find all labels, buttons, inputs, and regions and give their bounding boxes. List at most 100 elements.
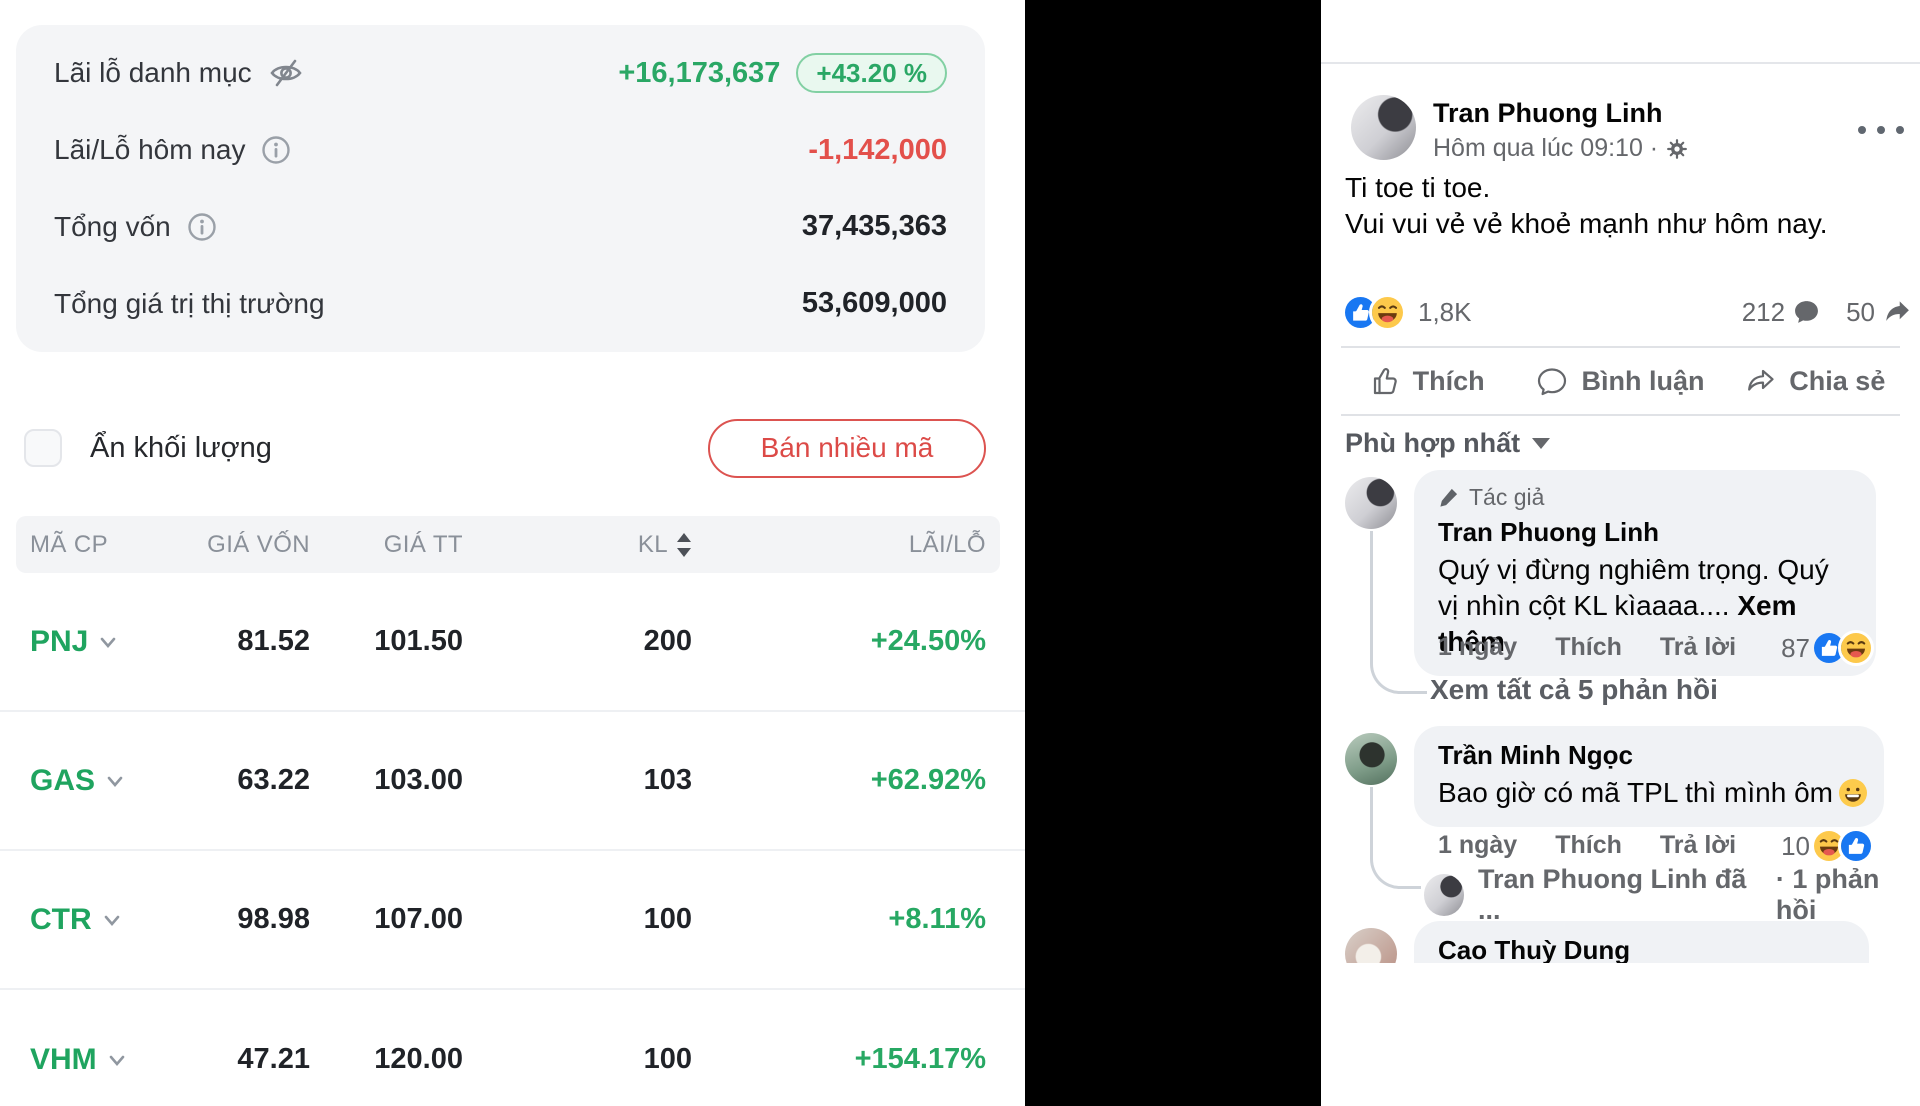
comment-author-name[interactable]: Tran Phuong Linh bbox=[1438, 517, 1659, 547]
info-icon[interactable] bbox=[187, 212, 217, 242]
pnl-percent: +154.17% bbox=[854, 1043, 986, 1075]
view-all-replies-link[interactable]: Xem tất cả 5 phản hồi bbox=[1430, 674, 1718, 705]
cost-price: 98.98 bbox=[237, 903, 310, 935]
header-volume[interactable]: KL bbox=[463, 531, 692, 559]
share-outline-icon bbox=[1744, 365, 1776, 397]
author-badge: Tác giả bbox=[1438, 484, 1852, 511]
market-price: 107.00 bbox=[374, 903, 463, 935]
table-row: CTR 98.98 107.00 100 +8.11% bbox=[0, 851, 1025, 990]
avatar[interactable] bbox=[1345, 477, 1397, 529]
ticker-cell[interactable]: VHM bbox=[30, 1043, 180, 1077]
see-more-link[interactable]: Xem thêm bbox=[1438, 590, 1797, 657]
total-capital-value: 37,435,363 bbox=[801, 210, 947, 243]
comment-count[interactable]: 212 bbox=[1741, 296, 1786, 327]
pnl-percent: +24.50% bbox=[870, 625, 986, 657]
pnl-percent-badge: +43.20 % bbox=[796, 53, 947, 94]
summary-row-total-capital: Tổng vốn 37,435,363 bbox=[54, 189, 947, 266]
comment-reaction-count[interactable]: 10 bbox=[1781, 828, 1874, 864]
ticker-cell[interactable]: GAS bbox=[30, 764, 180, 798]
today-pnl-label: Lãi/Lỗ hôm nay bbox=[54, 134, 246, 166]
portfolio-summary-card: Lãi lỗ danh mục +16,173,637 +43.20 % bbox=[16, 25, 985, 352]
volume: 103 bbox=[643, 764, 692, 796]
thread-line bbox=[1370, 531, 1427, 694]
comment-reply-link[interactable]: Trả lời bbox=[1659, 633, 1737, 661]
like-button[interactable]: Thích bbox=[1329, 352, 1523, 410]
facebook-clip: Tran Phuong Linh Hôm qua lúc 09:10 · Ti … bbox=[1321, 0, 1920, 963]
haha-reaction-icon[interactable] bbox=[1369, 293, 1406, 331]
total-pnl-label: Lãi lỗ danh mục bbox=[54, 57, 252, 89]
comment-author-name[interactable]: Cao Thuỳ Dung bbox=[1438, 935, 1631, 963]
table-row: GAS 63.22 103.00 103 +62.92% bbox=[0, 712, 1025, 851]
post-more-button[interactable] bbox=[1858, 126, 1904, 134]
share-count[interactable]: 50 bbox=[1846, 296, 1875, 327]
pnl-percent: +8.11% bbox=[888, 903, 986, 935]
avatar[interactable] bbox=[1345, 928, 1397, 963]
share-arrow-icon bbox=[1883, 298, 1912, 327]
reply-summary-text: Tran Phuong Linh đã ... bbox=[1477, 864, 1747, 925]
info-icon[interactable] bbox=[261, 135, 291, 165]
ticker-cell[interactable]: PNJ bbox=[30, 625, 180, 659]
facebook-panel: Tran Phuong Linh Hôm qua lúc 09:10 · Ti … bbox=[1321, 0, 1920, 1106]
summary-label: Lãi lỗ danh mục bbox=[54, 55, 304, 91]
reply-summary-row[interactable]: Tran Phuong Linh đã ... · 1 phản hồi bbox=[1424, 864, 1920, 926]
holdings-table: PNJ 81.52 101.50 200 +24.50% GAS bbox=[0, 573, 1025, 1106]
haha-reaction-icon bbox=[1814, 831, 1844, 861]
comment-reaction-count[interactable]: 87 bbox=[1781, 630, 1874, 666]
cost-price: 63.22 bbox=[237, 764, 310, 796]
table-row: PNJ 81.52 101.50 200 +24.50% bbox=[0, 573, 1025, 712]
post-author-name[interactable]: Tran Phuong Linh bbox=[1433, 98, 1663, 128]
thread-line bbox=[1370, 787, 1421, 889]
comment-like-link[interactable]: Thích bbox=[1555, 633, 1622, 661]
eye-off-icon[interactable] bbox=[268, 55, 304, 91]
comment-sort-selector[interactable]: Phù hợp nhất bbox=[1345, 428, 1551, 459]
summary-value: +16,173,637 +43.20 % bbox=[618, 53, 947, 94]
avatar[interactable] bbox=[1351, 95, 1416, 160]
holdings-table-header: MÃ CP GIÁ VỐN GIÁ TT KL LÃI/LỖ bbox=[16, 516, 1000, 573]
hide-volume-checkbox[interactable] bbox=[24, 429, 62, 467]
comment-text: Quý vị đừng nghiêm trọng. Quý vị nhìn cộ… bbox=[1438, 554, 1829, 657]
thumbs-up-icon bbox=[1368, 365, 1400, 397]
cost-price: 81.52 bbox=[237, 625, 310, 657]
divider bbox=[1341, 346, 1900, 348]
market-value-value: 53,609,000 bbox=[801, 287, 947, 320]
post-text-line: Ti toe ti toe. bbox=[1345, 172, 1491, 203]
comment-bubble: Cao Thuỳ Dung bbox=[1414, 921, 1869, 963]
ticker-cell[interactable]: CTR bbox=[30, 903, 180, 937]
post-timestamp[interactable]: Hôm qua lúc 09:10 · bbox=[1433, 134, 1688, 163]
today-pnl-value: -1,142,000 bbox=[808, 133, 947, 166]
avatar bbox=[1424, 874, 1464, 916]
chevron-down-icon bbox=[105, 771, 125, 791]
divider bbox=[1341, 414, 1900, 416]
market-price: 101.50 bbox=[374, 625, 463, 657]
comment-time[interactable]: 1 ngày bbox=[1438, 831, 1518, 859]
sell-multiple-button[interactable]: Bán nhiều mã bbox=[708, 418, 986, 478]
comment-time[interactable]: 1 ngày bbox=[1438, 633, 1518, 661]
reaction-total-count[interactable]: 1,8K bbox=[1418, 296, 1472, 327]
share-button[interactable]: Chia sẻ bbox=[1718, 352, 1912, 410]
sort-icon bbox=[676, 532, 692, 558]
volume-toggle-row: Ẩn khối lượng Bán nhiều mã bbox=[24, 418, 986, 478]
grin-emoji-icon bbox=[1838, 779, 1867, 807]
header-ticker: MÃ CP bbox=[30, 530, 109, 558]
comment-text: Bao giờ có mã TPL thì mình ôm bbox=[1438, 775, 1867, 811]
comment-bubble: Tác giả Tran Phuong Linh Quý vị đừng ngh… bbox=[1414, 470, 1876, 676]
hide-volume-label[interactable]: Ẩn khối lượng bbox=[90, 431, 272, 464]
comment-like-link[interactable]: Thích bbox=[1555, 831, 1622, 859]
chevron-down-icon bbox=[102, 910, 122, 930]
volume: 100 bbox=[643, 903, 692, 935]
like-reaction-icon bbox=[1814, 633, 1844, 663]
chevron-down-icon bbox=[107, 1050, 127, 1070]
header-cost: GIÁ VỐN bbox=[207, 530, 310, 558]
total-pnl-value: +16,173,637 bbox=[618, 56, 781, 89]
comment-reply-link[interactable]: Trả lời bbox=[1659, 831, 1737, 859]
post-top-divider bbox=[1321, 62, 1920, 64]
avatar[interactable] bbox=[1345, 733, 1397, 785]
like-reaction-icon bbox=[1838, 828, 1874, 864]
post-text-line: Vui vui vẻ vẻ khoẻ mạnh như hôm nay. bbox=[1345, 208, 1828, 239]
header-market: GIÁ TT bbox=[383, 530, 463, 558]
comment-author-name[interactable]: Trần Minh Ngọc bbox=[1438, 740, 1633, 770]
chevron-down-icon bbox=[98, 632, 118, 652]
like-reaction-icon[interactable] bbox=[1345, 296, 1376, 328]
comment-bubble: Trần Minh Ngọc Bao giờ có mã TPL thì mìn… bbox=[1414, 726, 1884, 827]
comment-button[interactable]: Bình luận bbox=[1523, 352, 1717, 410]
